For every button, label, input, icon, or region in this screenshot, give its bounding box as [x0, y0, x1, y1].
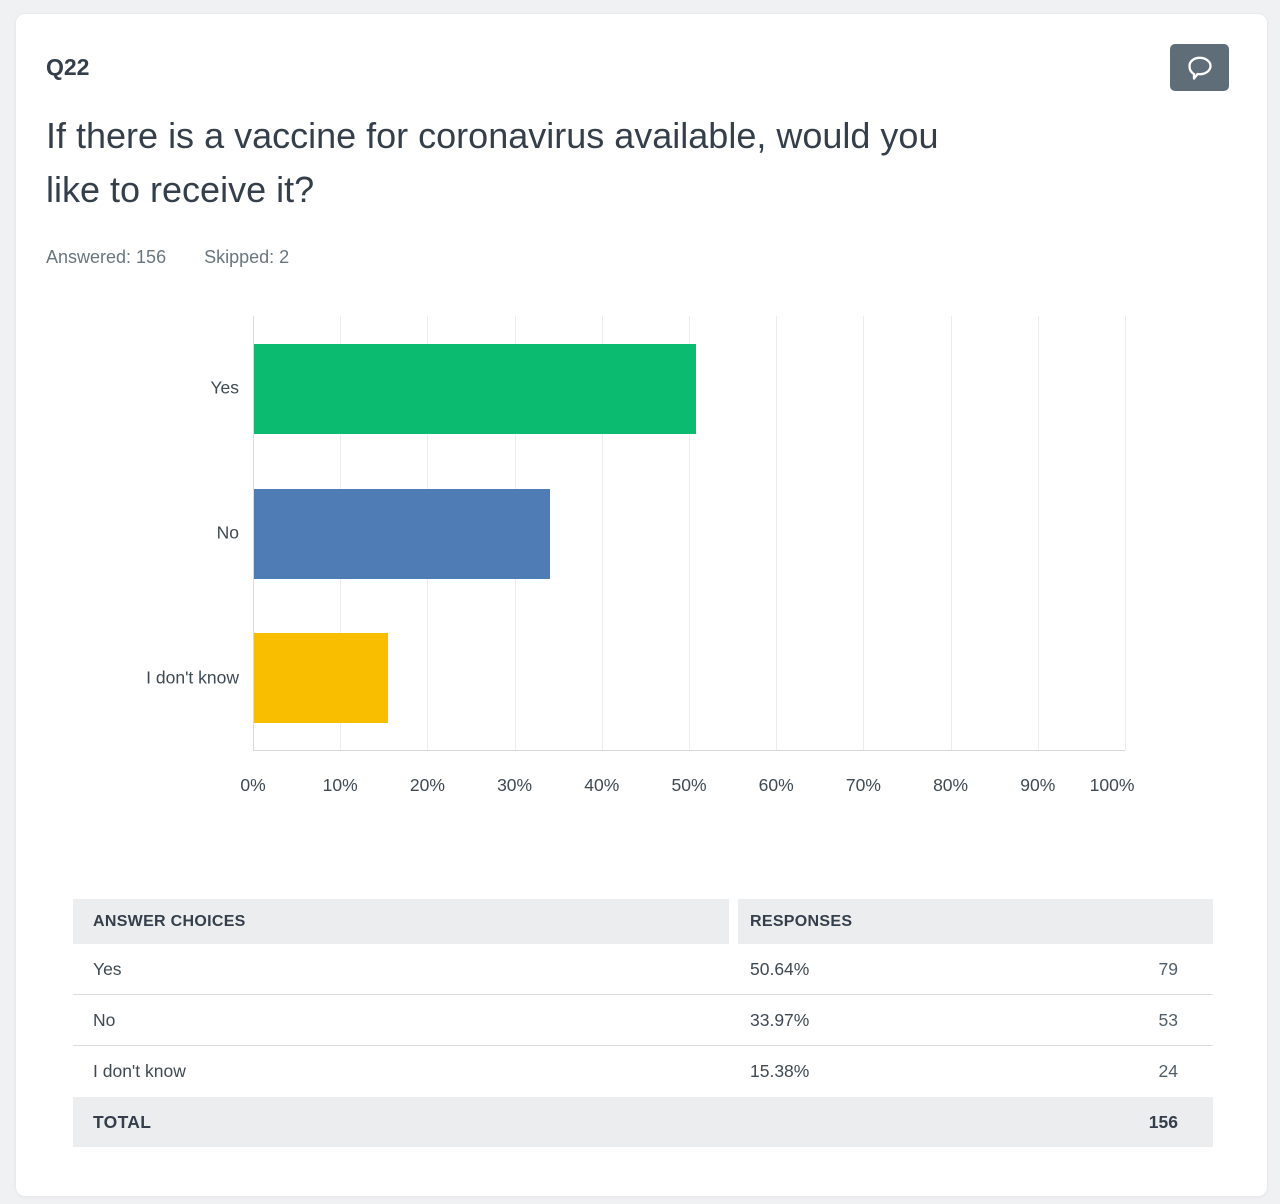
x-axis-tick-label: 50%	[671, 775, 707, 795]
response-percent-cell: 50.64%	[750, 958, 810, 979]
gridline	[863, 316, 865, 750]
gridline	[689, 316, 690, 750]
table-row: No 33.97% 53	[73, 995, 1213, 1046]
bar-yes	[254, 344, 696, 434]
response-count-cell: 79	[1158, 958, 1178, 979]
skipped-count: Skipped: 2	[204, 247, 290, 267]
x-axis-tick-label: 10%	[322, 775, 358, 795]
response-percent-cell: 33.97%	[750, 1009, 810, 1030]
bar-no	[254, 488, 551, 579]
gridline	[776, 316, 778, 750]
response-percent-cell: 15.38%	[750, 1061, 810, 1081]
question-results-card: Q22 If there is a vaccine for coronaviru…	[15, 13, 1268, 1197]
gridline	[253, 316, 254, 750]
x-axis-tick-label: 20%	[409, 775, 445, 795]
x-axis-tick-label: 100%	[1089, 775, 1135, 795]
response-count-cell: 53	[1158, 1009, 1178, 1030]
gridline	[1037, 316, 1039, 750]
table-row: Yes 50.64% 79	[73, 944, 1213, 995]
x-axis-tick-label: 70%	[845, 775, 881, 795]
question-number: Q22	[46, 54, 90, 80]
x-axis-tick-label: 80%	[933, 775, 969, 795]
answer-choice-cell: Yes	[93, 958, 122, 979]
bar-i-don-t-know	[254, 633, 389, 724]
x-axis-tick-label: 90%	[1020, 775, 1056, 795]
results-table-header: ANSWER CHOICES RESPONSES	[73, 899, 1213, 944]
response-count-cell: 24	[1158, 1061, 1178, 1081]
gridline	[950, 316, 952, 750]
response-meta: Answered: 156 Skipped: 2	[46, 247, 289, 268]
x-axis-tick-label: 60%	[758, 775, 794, 795]
total-row: TOTAL 156	[73, 1097, 1213, 1147]
answer-choices-header: ANSWER CHOICES	[73, 899, 729, 944]
results-table: ANSWER CHOICES RESPONSES Yes 50.64% 79 No 33…	[73, 899, 1213, 1147]
x-axis-tick-label: 0%	[240, 775, 266, 795]
category-label-no: No	[216, 522, 239, 543]
question-title-line-1: If there is a vaccine for coronavirus av…	[46, 115, 939, 156]
question-title-line-2: like to receive it?	[46, 169, 315, 210]
table-row: I don't know 15.38% 24	[73, 1046, 1213, 1097]
answered-count: Answered: 156	[46, 247, 167, 267]
bar-chart-plot: 0% 10% 20% 30% 40% 50% 60% 70% 80% 90% 100% Yes No I …	[146, 316, 1134, 795]
category-label-i-don-t-know: I don't know	[146, 667, 239, 688]
gridline	[601, 316, 603, 750]
x-axis-tick-label: 30%	[497, 775, 533, 795]
answer-choice-cell: I don't know	[93, 1061, 186, 1081]
speech-bubble-icon	[1184, 53, 1216, 83]
responses-header: RESPONSES	[738, 899, 1213, 944]
question-title: If there is a vaccine for coronavirus av…	[46, 109, 1201, 217]
category-label-yes: Yes	[210, 377, 239, 398]
answer-choice-cell: No	[93, 1009, 116, 1030]
results-table-body: Yes 50.64% 79 No 33.97% 53 I don't know 15.38% 2…	[73, 944, 1213, 1097]
x-axis-tick-label: 40%	[584, 775, 620, 795]
comment-button[interactable]	[1170, 44, 1229, 91]
total-label: TOTAL	[93, 1111, 152, 1132]
total-count: 156	[1148, 1111, 1178, 1132]
gridline	[1125, 316, 1126, 750]
